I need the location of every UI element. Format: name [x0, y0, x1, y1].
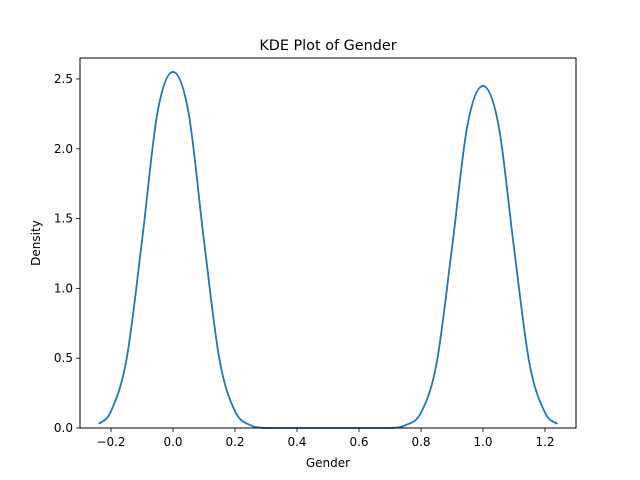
x-tick-label: 0.4: [287, 435, 306, 449]
x-axis: −0.2 0.0 0.2 0.4 0.6 0.8 1.0 1.2: [96, 428, 555, 449]
y-tick-label: 2.5: [54, 72, 73, 86]
x-axis-label: Gender: [306, 456, 350, 470]
y-tick-label: 0.5: [54, 351, 73, 365]
x-tick-label: 0.6: [349, 435, 368, 449]
y-tick-label: 2.0: [54, 142, 73, 156]
x-tick-label: −0.2: [96, 435, 125, 449]
y-axis: 0.0 0.5 1.0 1.5 2.0 2.5: [54, 72, 80, 435]
y-tick-label: 0.0: [54, 421, 73, 435]
plot-frame: [79, 57, 577, 429]
x-tick-label: 1.0: [473, 435, 492, 449]
y-tick-label: 1.5: [54, 212, 73, 226]
x-tick-label: 0.0: [163, 435, 182, 449]
x-tick-label: 0.2: [225, 435, 244, 449]
x-tick-label: 1.2: [535, 435, 554, 449]
chart-title: KDE Plot of Gender: [259, 38, 396, 54]
y-tick-label: 1.0: [54, 281, 73, 295]
y-axis-label: Density: [29, 220, 43, 266]
x-tick-label: 0.8: [411, 435, 430, 449]
